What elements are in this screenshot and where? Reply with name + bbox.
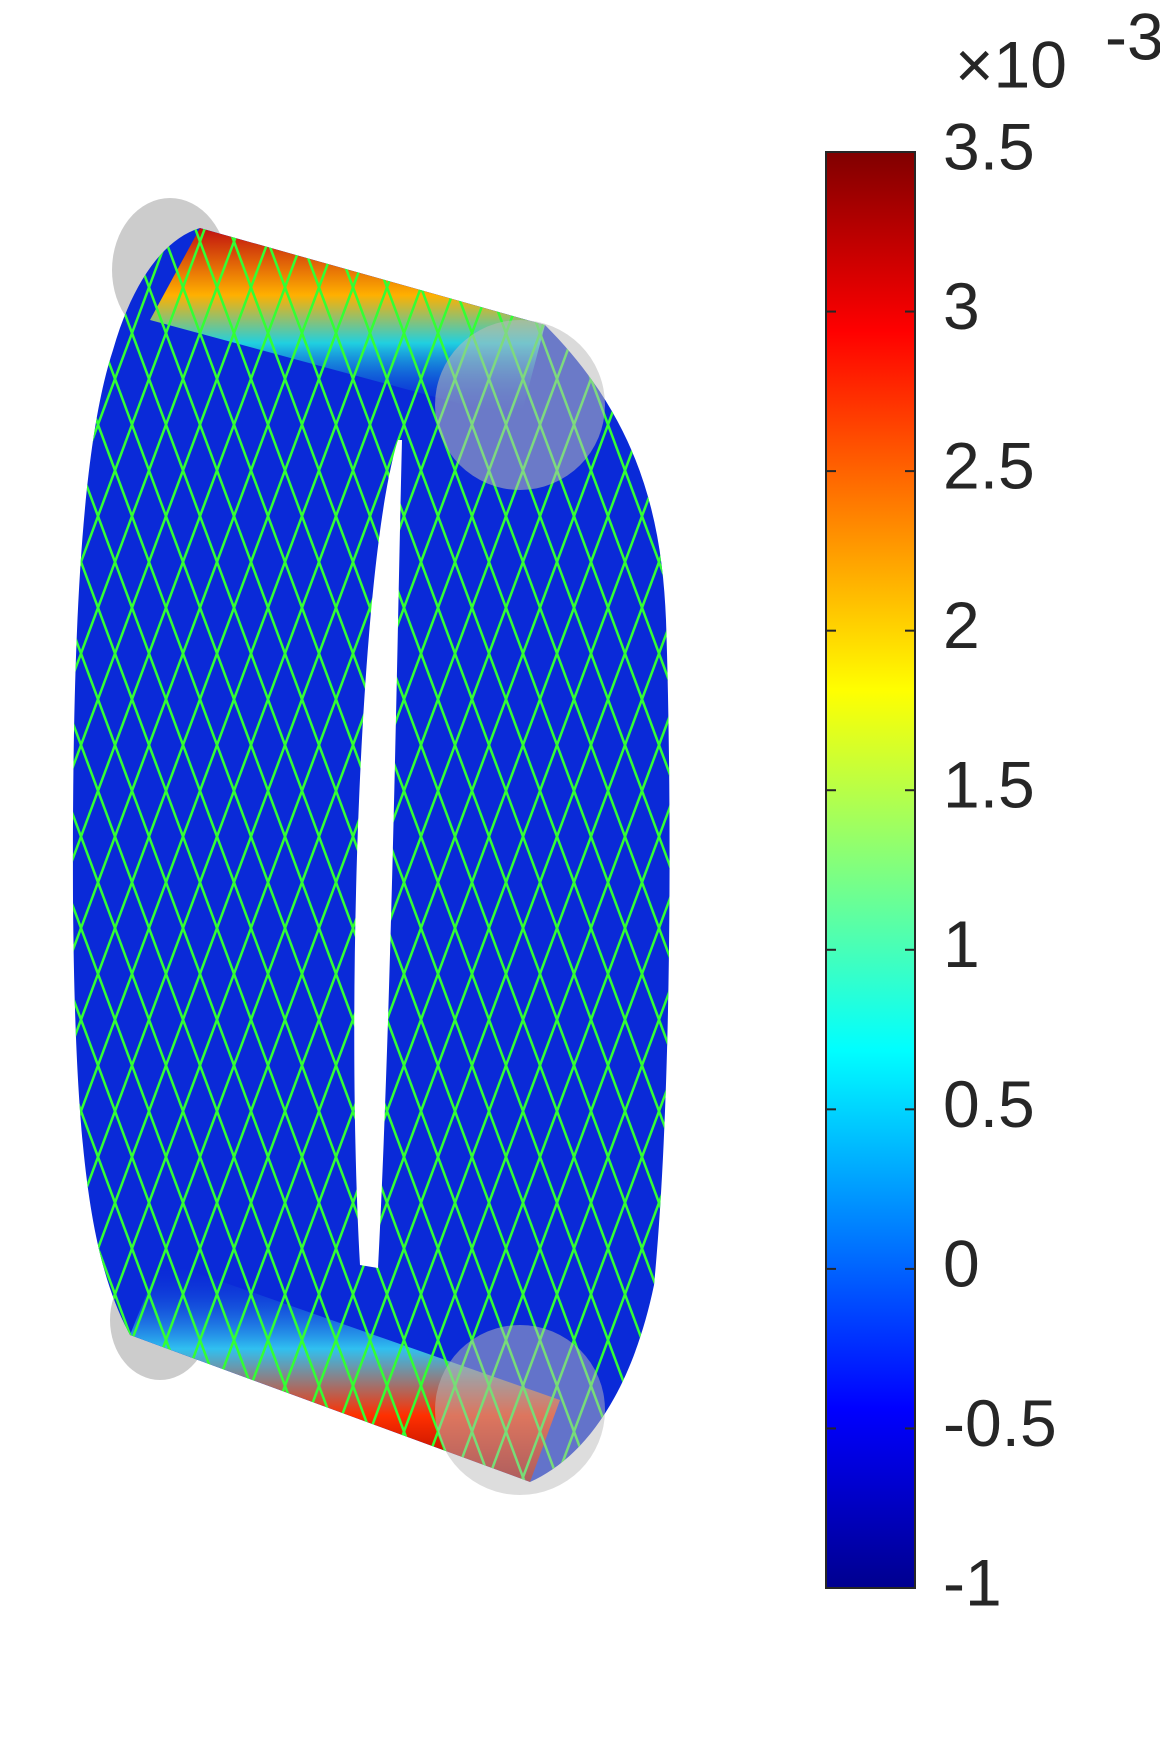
mesh-line <box>358 228 670 1482</box>
mesh-line <box>198 228 670 1482</box>
tick-label: 1.5 <box>943 748 1035 822</box>
mesh-line <box>72 228 246 1482</box>
mesh-line <box>324 228 670 1482</box>
mesh-line <box>72 228 586 1482</box>
mesh-line <box>1108 150 1160 1550</box>
tick-label: -0.5 <box>943 1386 1057 1460</box>
mesh-line <box>72 228 314 1482</box>
mesh-line <box>528 228 670 1482</box>
cylinder <box>435 1325 605 1495</box>
mesh-line <box>1016 150 1160 1550</box>
mesh-line <box>0 150 6 1550</box>
mesh-line <box>72 228 76 1482</box>
mesh-line <box>72 228 416 1482</box>
mesh-line <box>334 228 670 1482</box>
scale-exponent: -3 <box>1105 0 1160 73</box>
mesh-line <box>1006 150 1160 1550</box>
mesh-line <box>460 228 670 1482</box>
tick-label: 0 <box>943 1226 980 1300</box>
mesh-line <box>72 228 236 1482</box>
mesh-line <box>164 228 670 1482</box>
hole <box>354 440 402 1268</box>
mesh-line <box>290 228 670 1482</box>
mesh-line <box>734 150 1160 1550</box>
mesh-line <box>72 228 202 1482</box>
mesh-line <box>426 228 670 1482</box>
mesh-line <box>914 150 1160 1550</box>
mesh-line <box>256 228 670 1482</box>
mesh-line <box>0 150 40 1550</box>
colorbar-gradient <box>825 151 916 1589</box>
mesh-line <box>1118 150 1160 1550</box>
cylinder <box>435 320 605 490</box>
mesh-line <box>938 150 1160 1550</box>
mesh-line <box>948 150 1160 1550</box>
mesh-line <box>1050 150 1160 1550</box>
mesh-line <box>72 228 280 1482</box>
mesh-line <box>1142 150 1160 1550</box>
mesh-line <box>880 150 1160 1550</box>
mesh-line <box>676 150 1160 1550</box>
mesh-line <box>744 150 1160 1550</box>
mesh-line <box>266 228 670 1482</box>
mesh-line <box>392 228 670 1482</box>
mesh-line <box>72 228 406 1482</box>
tick-label: 3 <box>943 269 980 343</box>
mesh-line <box>72 228 212 1482</box>
tick-label: 0.5 <box>943 1067 1035 1141</box>
mesh-line <box>72 228 474 1482</box>
mesh-line <box>904 150 1160 1550</box>
tick-label: -1 <box>943 1545 1002 1619</box>
tick-label: 1 <box>943 907 980 981</box>
mesh-line <box>0 150 64 1550</box>
scale-factor: ×10 <box>955 27 1067 101</box>
mesh-line <box>72 228 450 1482</box>
mesh-line <box>72 228 382 1482</box>
mesh-line <box>1040 150 1160 1550</box>
mesh-line <box>1152 150 1160 1550</box>
tick-label: 2.5 <box>943 429 1035 503</box>
mesh-line <box>72 228 270 1482</box>
mesh-line <box>1074 150 1160 1550</box>
tick-label: 3.5 <box>943 109 1035 183</box>
mesh-line <box>72 228 440 1482</box>
mesh-line <box>1084 150 1160 1550</box>
colorbar: ×10 -3 -1 -0.5 0 0.5 1 1.5 2 2.5 3 3.5 <box>825 0 1160 1619</box>
mesh-line <box>710 150 1160 1550</box>
tick-label: 2 <box>943 588 980 662</box>
surface-plot <box>0 150 1160 1550</box>
mesh-line <box>300 228 670 1482</box>
mesh-line <box>72 228 348 1482</box>
mesh-line <box>72 228 484 1482</box>
mesh-line <box>700 150 1160 1550</box>
mesh-line <box>0 150 30 1550</box>
mesh-line <box>72 228 508 1482</box>
mesh-line <box>72 228 338 1482</box>
mesh-line <box>72 228 304 1482</box>
mesh-line <box>982 150 1160 1550</box>
mesh-line <box>494 228 670 1482</box>
mesh-line <box>72 228 552 1482</box>
mesh-line <box>972 150 1160 1550</box>
mesh-line <box>72 228 372 1482</box>
